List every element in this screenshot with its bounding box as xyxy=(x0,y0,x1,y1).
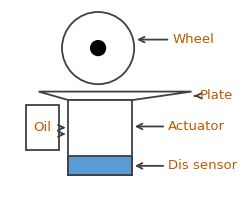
Text: Plate: Plate xyxy=(199,89,232,102)
Bar xyxy=(26,105,59,150)
Circle shape xyxy=(90,41,105,55)
Bar xyxy=(68,156,132,175)
Text: Actuator: Actuator xyxy=(168,120,224,133)
Text: Oil: Oil xyxy=(33,121,51,134)
Text: Dis sensor: Dis sensor xyxy=(168,159,236,172)
Polygon shape xyxy=(39,92,191,100)
Bar xyxy=(68,100,132,175)
Text: Wheel: Wheel xyxy=(172,33,213,46)
